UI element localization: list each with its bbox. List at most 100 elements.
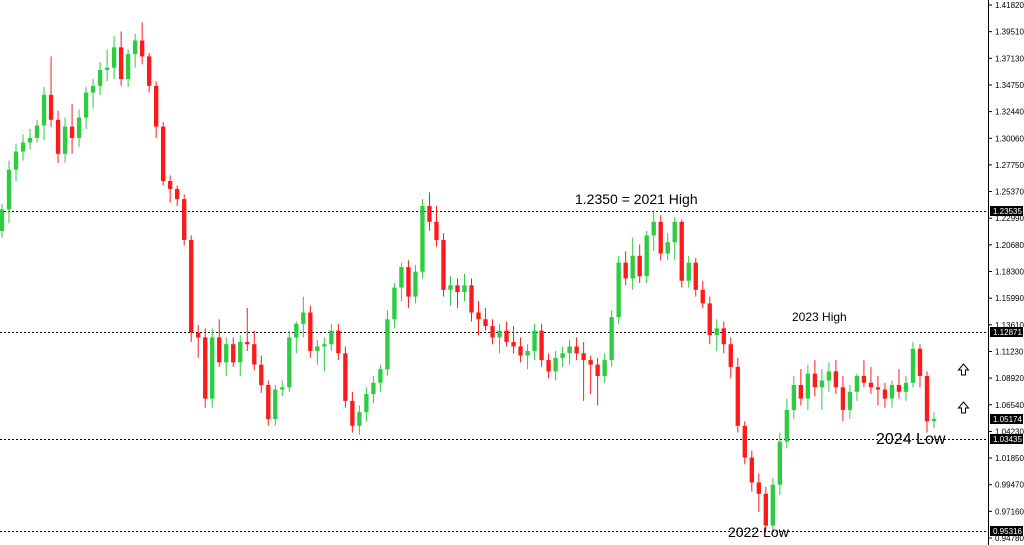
candle-bearish xyxy=(175,188,180,200)
candle-bullish xyxy=(294,323,299,338)
price-tick-label: 1.37130 xyxy=(995,54,1024,63)
candle-bearish xyxy=(182,199,187,240)
candle-bearish xyxy=(756,482,761,494)
candle-bullish xyxy=(238,341,243,363)
annotation-2022-low: 2022 Low xyxy=(728,524,790,540)
candle-bullish xyxy=(0,209,5,231)
price-tick-label: 1.04230 xyxy=(995,427,1024,436)
price-axis-ticks: 1.41820 1.39510 1.37130 1.34750 1.32440 1.300… xyxy=(988,1,1024,543)
candle-bullish xyxy=(791,385,797,410)
candle-bullish xyxy=(553,357,558,372)
candle-bearish xyxy=(55,119,61,154)
annotation-2023-high: 2023 High xyxy=(792,310,847,324)
price-tick-label: 1.41820 xyxy=(995,1,1024,10)
candle-bearish xyxy=(252,344,257,365)
candle-bearish xyxy=(343,353,348,401)
candle-bearish xyxy=(875,387,881,390)
annotation-2024-low: 2024 Low xyxy=(876,431,946,448)
candle-bullish xyxy=(672,221,677,243)
candle-bearish xyxy=(266,385,271,420)
candle-bullish xyxy=(903,382,909,392)
price-tick-label: 0.97160 xyxy=(995,507,1024,516)
candle-bearish xyxy=(539,330,544,361)
candle-bullish xyxy=(770,484,775,526)
candle-bullish xyxy=(399,267,404,288)
candle-bearish xyxy=(146,56,152,86)
candle-bearish xyxy=(896,385,902,392)
price-tick-label: 1.01850 xyxy=(995,454,1024,463)
candle-bullish xyxy=(819,380,825,388)
candle-bearish xyxy=(868,382,874,388)
candle-bullish xyxy=(784,409,790,442)
price-tick-label: 1.18300 xyxy=(995,268,1024,277)
arrow-icons xyxy=(957,363,970,414)
candle-bullish xyxy=(609,317,614,361)
candle-bearish xyxy=(161,126,166,182)
candle-bullish xyxy=(448,285,453,290)
candle-bullish xyxy=(13,151,19,170)
candle-bearish xyxy=(700,289,705,304)
candle-bearish xyxy=(749,457,754,483)
candle-bearish xyxy=(511,341,516,347)
price-marker-box xyxy=(990,206,1023,216)
candle-bearish xyxy=(69,126,75,138)
price-tick-label: 0.99470 xyxy=(995,481,1024,490)
candle-bullish xyxy=(329,330,334,345)
price-tick-label: 1.25370 xyxy=(995,188,1024,197)
candle-bearish xyxy=(861,375,867,383)
candle-bearish xyxy=(917,348,923,376)
candle-bullish xyxy=(854,375,860,392)
candle-bullish xyxy=(497,330,502,338)
candle-bullish xyxy=(413,271,418,297)
candle-bearish xyxy=(637,255,642,277)
price-markers: 1.23535 1.12871 1.05174 1.03435 0.95316 xyxy=(990,206,1023,536)
price-marker-label: 1.23535 xyxy=(993,207,1022,216)
candle-bearish xyxy=(742,425,747,458)
candle-bearish xyxy=(840,387,846,410)
candle-bullish xyxy=(76,117,82,138)
candle-bearish xyxy=(139,40,145,57)
candle-bearish xyxy=(728,344,733,367)
candle-bearish xyxy=(455,285,460,293)
candles xyxy=(0,22,937,532)
candle-bearish xyxy=(336,330,341,354)
candle-bearish xyxy=(203,337,208,399)
price-tick-label: 1.34750 xyxy=(995,81,1024,90)
candle-bearish xyxy=(581,353,586,361)
candle-bullish xyxy=(97,69,103,86)
price-tick-label: 1.13610 xyxy=(995,321,1024,330)
candle-bullish xyxy=(6,169,12,210)
candle-bearish xyxy=(658,221,663,254)
candle-bullish xyxy=(224,344,229,363)
price-tick-label: 0.94780 xyxy=(995,534,1024,543)
candle-bullish xyxy=(364,394,369,413)
candle-bullish xyxy=(630,255,635,279)
candle-bearish xyxy=(469,285,474,313)
candle-bullish xyxy=(525,351,530,356)
candle-bearish xyxy=(245,341,250,345)
candle-bearish xyxy=(476,312,481,320)
price-marker-label: 1.12871 xyxy=(993,328,1022,337)
price-marker-label: 0.95316 xyxy=(993,527,1022,536)
candle-bearish xyxy=(679,221,684,281)
candle-bullish xyxy=(392,287,397,320)
candle-bearish xyxy=(798,385,804,399)
candle-bullish xyxy=(910,348,916,383)
candle-bullish xyxy=(567,346,572,354)
candle-bullish xyxy=(777,441,783,485)
candle-bearish xyxy=(259,364,264,386)
level-lines xyxy=(0,211,988,532)
candle-bullish xyxy=(889,385,895,399)
candle-bullish xyxy=(83,92,89,118)
candle-bullish xyxy=(826,371,832,381)
candle-bullish xyxy=(378,369,383,383)
up-arrow-icon xyxy=(957,363,970,376)
candle-bullish xyxy=(616,262,621,318)
candle-bearish xyxy=(623,262,628,279)
candle-bullish xyxy=(132,40,138,55)
candle-bearish xyxy=(735,366,740,426)
candle-bullish xyxy=(62,126,68,154)
candle-bullish xyxy=(280,387,285,390)
